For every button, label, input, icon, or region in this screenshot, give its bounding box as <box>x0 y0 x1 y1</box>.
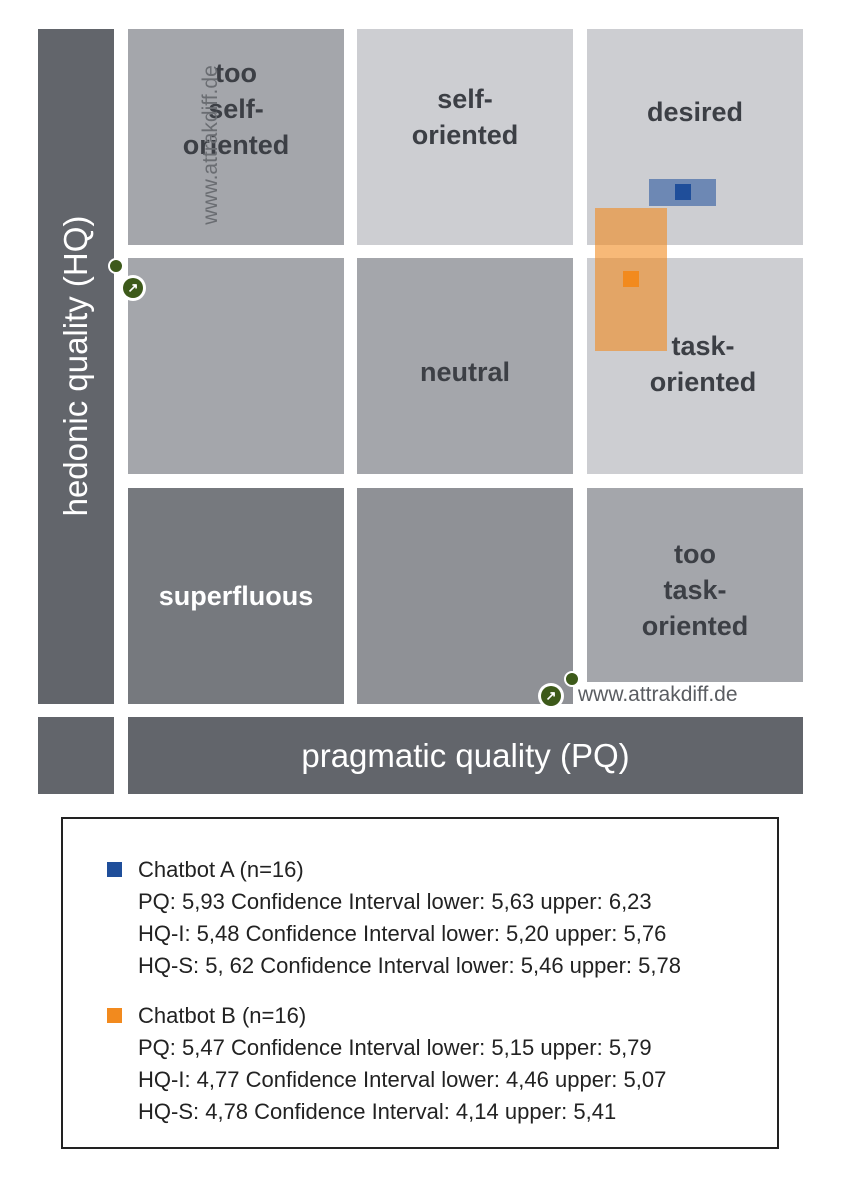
legend-swatch-a <box>107 862 122 877</box>
legend-line: PQ: 5,93 Confidence Interval lower: 5,63… <box>138 889 652 914</box>
arrow-badge-icon: ↗ <box>538 683 564 709</box>
x-axis-bar: pragmatic quality (PQ) <box>128 717 803 794</box>
region-label: desired <box>646 97 744 127</box>
region-label: superfluous <box>158 581 314 611</box>
region-self-oriented: self- oriented <box>357 29 573 245</box>
data-point <box>674 184 691 201</box>
legend-line: HQ-I: 5,48 Confidence Interval lower: 5,… <box>138 921 667 946</box>
region-too-task-oriented: too task- oriented <box>587 488 803 682</box>
region-label: too self- oriented <box>182 58 290 160</box>
axis-corner <box>38 717 114 794</box>
y-axis-bar <box>38 29 114 704</box>
legend-line: PQ: 5,47 Confidence Interval lower: 5,15… <box>138 1035 652 1060</box>
region-too-self-oriented: too self- oriented <box>128 29 344 245</box>
legend-series-name: Chatbot A (n=16) <box>138 857 304 882</box>
region-empty-mid-left <box>128 258 344 474</box>
region-label: task- oriented <box>649 331 757 397</box>
x-axis-label: pragmatic quality (PQ) <box>301 736 630 774</box>
data-point <box>622 270 639 287</box>
legend-box: Chatbot A (n=16) PQ: 5,93 Confidence Int… <box>61 817 779 1149</box>
legend-line: HQ-S: 4,78 Confidence Interval: 4,14 upp… <box>138 1099 617 1124</box>
region-label: too task- oriented <box>641 539 749 641</box>
region-superfluous: superfluous <box>128 488 344 704</box>
watermark-vertical: www.attrakdiff.de <box>198 65 222 225</box>
y-axis-label: hedonic quality (HQ) <box>57 215 94 517</box>
legend-swatch-b <box>107 1008 122 1023</box>
region-label: self- oriented <box>411 84 519 150</box>
legend-line: HQ-S: 5, 62 Confidence Interval lower: 5… <box>138 953 681 978</box>
region-empty-bottom-mid <box>357 488 573 704</box>
region-label: neutral <box>419 357 511 387</box>
legend-series-name: Chatbot B (n=16) <box>138 1003 307 1028</box>
watermark-dot-icon <box>108 258 124 274</box>
watermark-dot-icon <box>564 671 580 687</box>
legend-line: HQ-I: 4,77 Confidence Interval lower: 4,… <box>138 1067 667 1092</box>
watermark-horizontal: www.attrakdiff.de <box>578 683 738 706</box>
region-neutral: neutral <box>357 258 573 474</box>
arrow-badge-icon: ↗ <box>120 275 146 301</box>
